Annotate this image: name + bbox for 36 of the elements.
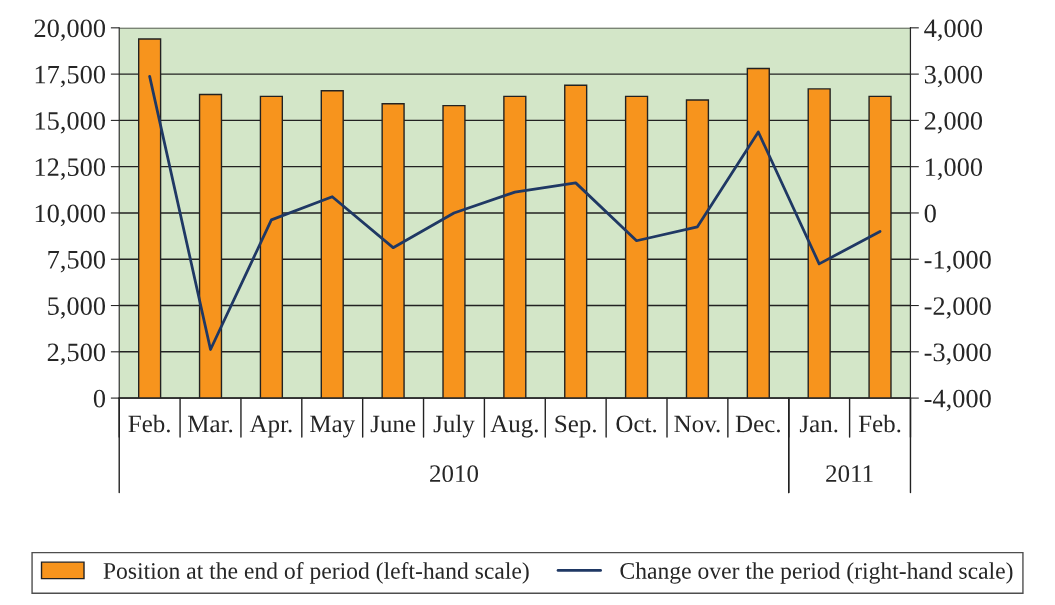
y2-tick-label: -1,000 xyxy=(924,250,991,273)
x-tick-label: May xyxy=(310,415,356,438)
y-tick-label: 17,500 xyxy=(35,65,106,88)
y2-tick-label: 4,000 xyxy=(924,19,983,42)
x-tick-label: Dec. xyxy=(735,415,780,433)
y-tick-label: 15,000 xyxy=(35,112,106,134)
x-tick-label: June xyxy=(370,415,416,433)
x-tick-label: Jan. xyxy=(799,415,838,433)
x-tick-label: Aug. xyxy=(490,415,538,438)
y-tick-label: 2,500 xyxy=(47,343,106,366)
y-tick-label: 10,000 xyxy=(35,204,106,227)
x-tick-label: Sep. xyxy=(555,415,596,438)
line-series xyxy=(148,75,882,351)
y-tick-label: 7,500 xyxy=(48,250,106,273)
y2-tick-label: -2,000 xyxy=(924,297,991,319)
x-tick-label: Nov. xyxy=(674,415,720,433)
y2-tick-label: -3,000 xyxy=(924,343,991,366)
y-tick-label: 0 xyxy=(93,389,106,408)
y2-tick-label: 3,000 xyxy=(924,65,983,88)
y-tick-label: 20,000 xyxy=(34,19,106,42)
legend-label: Change over the period (right-hand scale) xyxy=(620,562,1013,584)
x-tick-label: Feb. xyxy=(128,414,170,433)
text: 2010 xyxy=(430,465,479,483)
y-tick-label: 5,000 xyxy=(48,297,106,319)
x-tick-label: Apr. xyxy=(249,415,292,438)
legend-label: Position at the end of period (left-hand scale) xyxy=(103,562,529,584)
x-tick-label: Mar. xyxy=(187,415,233,433)
y2-tick-label: 1,000 xyxy=(925,158,983,180)
y2-tick-label: -4,000 xyxy=(924,389,991,412)
y-tick-label: 12,500 xyxy=(35,158,106,180)
x-tick-label: July xyxy=(433,414,475,438)
y2-tick-label: 2,000 xyxy=(924,112,983,134)
text: 2011 xyxy=(826,465,873,483)
x-tick-label: Oct. xyxy=(616,415,657,433)
y2-tick-label: 0 xyxy=(924,204,936,223)
x-tick-label: Feb. xyxy=(858,414,901,433)
